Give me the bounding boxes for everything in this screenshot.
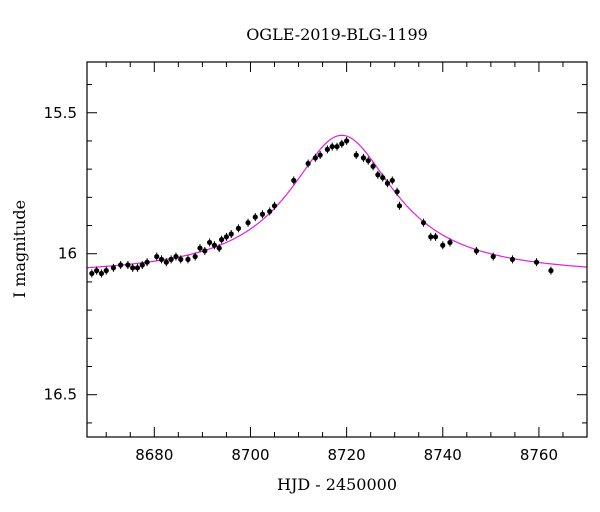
data-point bbox=[394, 189, 400, 195]
data-point bbox=[440, 242, 446, 248]
data-point bbox=[89, 270, 95, 277]
y-tick-label: 16 bbox=[58, 245, 77, 263]
data-point bbox=[305, 160, 311, 167]
data-point bbox=[158, 256, 165, 262]
data-point bbox=[118, 262, 124, 268]
data-point bbox=[370, 163, 376, 169]
data-point bbox=[344, 138, 350, 144]
data-point bbox=[324, 146, 330, 153]
y-tick-label: 16.5 bbox=[44, 386, 77, 404]
data-point bbox=[509, 256, 516, 262]
data-point bbox=[365, 158, 371, 164]
data-point bbox=[154, 253, 160, 260]
data-point bbox=[206, 239, 213, 246]
y-axis-label: I magnitude bbox=[10, 200, 29, 298]
data-points bbox=[89, 136, 554, 278]
data-point bbox=[312, 155, 318, 161]
data-point bbox=[134, 265, 141, 271]
data-point bbox=[428, 234, 434, 240]
data-point bbox=[197, 245, 203, 251]
data-point bbox=[473, 248, 480, 254]
data-point bbox=[291, 177, 297, 184]
data-point bbox=[384, 180, 391, 186]
x-tick-label: 8680 bbox=[135, 446, 173, 464]
data-point bbox=[216, 245, 222, 251]
tick-labels: 8680 8700 8720 8740 8760 15.5 16 16.5 bbox=[44, 104, 558, 464]
data-point bbox=[259, 211, 266, 217]
data-point bbox=[223, 234, 230, 240]
data-point bbox=[211, 242, 218, 248]
data-point bbox=[235, 225, 242, 231]
data-point bbox=[144, 259, 150, 265]
data-point bbox=[139, 262, 145, 268]
x-tick-label: 8740 bbox=[424, 446, 462, 464]
data-point bbox=[163, 259, 169, 265]
data-point bbox=[219, 237, 225, 243]
data-point bbox=[94, 268, 100, 274]
data-point bbox=[168, 256, 174, 262]
data-point bbox=[130, 265, 136, 271]
x-axis-label: HJD - 2450000 bbox=[277, 475, 397, 494]
data-point bbox=[380, 175, 386, 181]
x-tick-label: 8720 bbox=[328, 446, 366, 464]
data-point bbox=[353, 152, 359, 158]
data-point bbox=[420, 220, 427, 226]
data-point bbox=[548, 268, 554, 274]
data-point bbox=[185, 256, 191, 262]
x-tick-label: 8760 bbox=[520, 446, 558, 464]
axis-ticks bbox=[87, 62, 588, 437]
x-tick-label: 8700 bbox=[231, 446, 269, 464]
data-point bbox=[98, 270, 105, 277]
model-curve bbox=[86, 134, 588, 269]
data-point bbox=[110, 265, 117, 271]
y-tick-label: 15.5 bbox=[44, 104, 77, 122]
plot-frame bbox=[86, 61, 588, 438]
data-point bbox=[271, 203, 278, 209]
data-point bbox=[267, 208, 273, 215]
data-point bbox=[228, 231, 234, 237]
data-point bbox=[125, 262, 131, 268]
data-point bbox=[447, 239, 453, 246]
data-point bbox=[389, 177, 395, 184]
data-point bbox=[192, 253, 198, 260]
data-point bbox=[329, 143, 335, 150]
data-point bbox=[178, 256, 184, 262]
data-point bbox=[173, 253, 179, 260]
data-point bbox=[432, 234, 439, 240]
data-point bbox=[360, 155, 367, 161]
data-point bbox=[103, 268, 109, 274]
data-point bbox=[490, 253, 496, 260]
data-point bbox=[339, 141, 345, 147]
data-point bbox=[375, 172, 381, 178]
data-point bbox=[245, 220, 251, 226]
data-point bbox=[533, 259, 540, 265]
data-point bbox=[202, 248, 208, 254]
data-point bbox=[252, 214, 258, 220]
data-point bbox=[396, 203, 403, 209]
data-point bbox=[317, 152, 323, 158]
data-point bbox=[334, 143, 340, 150]
chart-title: OGLE-2019-BLG-1199 bbox=[246, 25, 428, 44]
